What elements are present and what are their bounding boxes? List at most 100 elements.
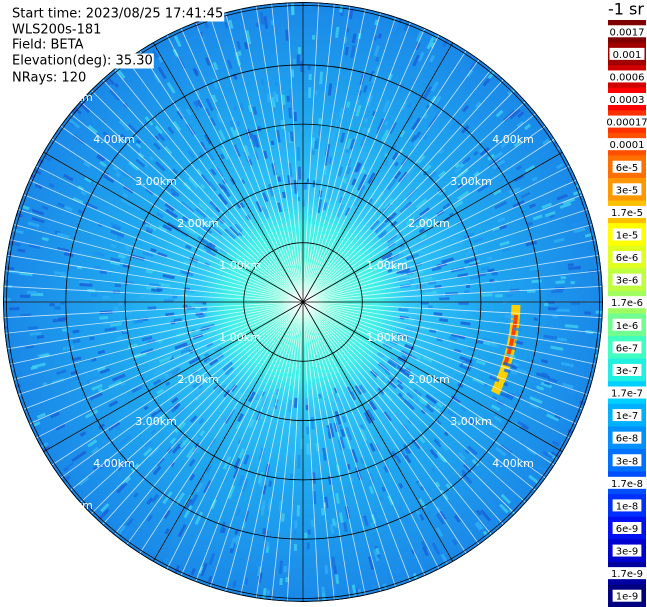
- ray-line: [302, 301, 366, 596]
- texture-cell: [109, 138, 120, 148]
- texture-cell: [544, 210, 556, 218]
- texture-cell: [258, 447, 265, 461]
- ray-line: [101, 301, 304, 526]
- ray-line: [302, 301, 600, 350]
- texture-cell: [359, 427, 368, 441]
- ray-line: [240, 8, 304, 303]
- texture-cell: [125, 247, 137, 253]
- texture-cell: [332, 582, 337, 595]
- texture-cell: [334, 520, 339, 528]
- texture-cell: [57, 202, 66, 208]
- texture-cell: [338, 196, 344, 204]
- texture-cell: [237, 438, 243, 445]
- texture-cell: [397, 383, 404, 391]
- texture-cell: [98, 508, 110, 521]
- ray-line: [224, 12, 304, 303]
- ray-line: [113, 68, 304, 303]
- texture-cell: [312, 401, 317, 409]
- texture-cell: [529, 402, 539, 410]
- texture-cell: [148, 283, 161, 288]
- texture-cell: [433, 405, 441, 413]
- texture-cell: [266, 96, 271, 103]
- texture-cell: [566, 440, 578, 449]
- ray-line: [195, 21, 304, 303]
- texture-cell: [490, 343, 500, 349]
- texture-cell: [491, 271, 498, 276]
- texture-cell: [287, 399, 293, 413]
- colorbar-label: 6e-9: [616, 524, 639, 535]
- texture-cell: [223, 451, 231, 462]
- texture-cell: [268, 480, 273, 487]
- ray-line: [286, 2, 304, 303]
- texture-cell: [210, 225, 223, 237]
- texture-cell: [188, 329, 202, 336]
- texture-cell: [235, 419, 243, 430]
- texture-cell: [224, 215, 233, 225]
- colorbar-label-bg: [612, 409, 642, 422]
- texture-cell: [504, 353, 516, 359]
- texture-cell: [565, 347, 571, 352]
- texture-cell: [450, 266, 465, 273]
- texture-cell: [79, 431, 87, 437]
- texture-cell: [528, 474, 539, 484]
- texture-cell: [180, 201, 190, 210]
- texture-cell: [158, 355, 173, 364]
- texture-cell: [107, 77, 115, 86]
- ray-line: [302, 301, 602, 334]
- texture-cell: [480, 509, 492, 522]
- texture-cell: [156, 71, 163, 80]
- texture-cell: [377, 33, 382, 39]
- texture-cell: [3, 326, 8, 330]
- ray-line: [302, 301, 411, 583]
- texture-cell: [255, 200, 263, 213]
- texture-cell: [506, 345, 517, 351]
- texture-cell: [329, 523, 335, 534]
- ray-line: [51, 301, 304, 466]
- texture-cell: [492, 159, 506, 170]
- texture-cell: [392, 253, 405, 261]
- texture-cell: [338, 424, 343, 430]
- texture-cell: [171, 384, 180, 392]
- texture-cell: [494, 200, 508, 210]
- texture-cell: [412, 137, 421, 148]
- texture-cell: [418, 373, 430, 382]
- texture-cell: [262, 528, 267, 535]
- texture-cell: [228, 19, 234, 30]
- colorbar-label-bg: [606, 386, 647, 399]
- texture-cell: [342, 151, 348, 160]
- texture-cell: [330, 131, 336, 142]
- texture-cell: [500, 493, 512, 505]
- texture-cell: [343, 522, 348, 533]
- texture-cell: [200, 562, 208, 577]
- texture-cell: [233, 105, 238, 111]
- texture-cell: [346, 101, 351, 108]
- texture-cell: [372, 511, 380, 525]
- texture-cell: [144, 440, 153, 448]
- ray-line: [35, 301, 304, 439]
- texture-cell: [388, 212, 397, 221]
- texture-cell: [405, 217, 416, 226]
- texture-cell: [528, 385, 538, 391]
- ray-line: [302, 301, 467, 554]
- texture-cell: [145, 225, 154, 233]
- texture-cell: [56, 232, 71, 239]
- texture-cell: [524, 164, 536, 173]
- texture-cell: [180, 347, 191, 355]
- texture-cell: [344, 207, 352, 217]
- texture-cell: [516, 120, 525, 128]
- texture-cell: [319, 71, 324, 85]
- texture-cell: [406, 326, 418, 333]
- ray-line: [302, 89, 516, 303]
- texture-cell: [175, 506, 184, 518]
- texture-cell: [154, 125, 164, 135]
- texture-cell: [252, 594, 258, 602]
- texture-cell: [259, 474, 265, 487]
- texture-cell: [426, 36, 435, 50]
- texture-cell: [198, 418, 205, 425]
- texture-cell: [553, 237, 565, 244]
- texture-cell: [68, 118, 81, 129]
- texture-cell: [281, 513, 285, 522]
- texture-cell: [337, 439, 344, 452]
- texture-cell: [406, 114, 414, 124]
- colorbar-label: 3e-5: [616, 185, 639, 196]
